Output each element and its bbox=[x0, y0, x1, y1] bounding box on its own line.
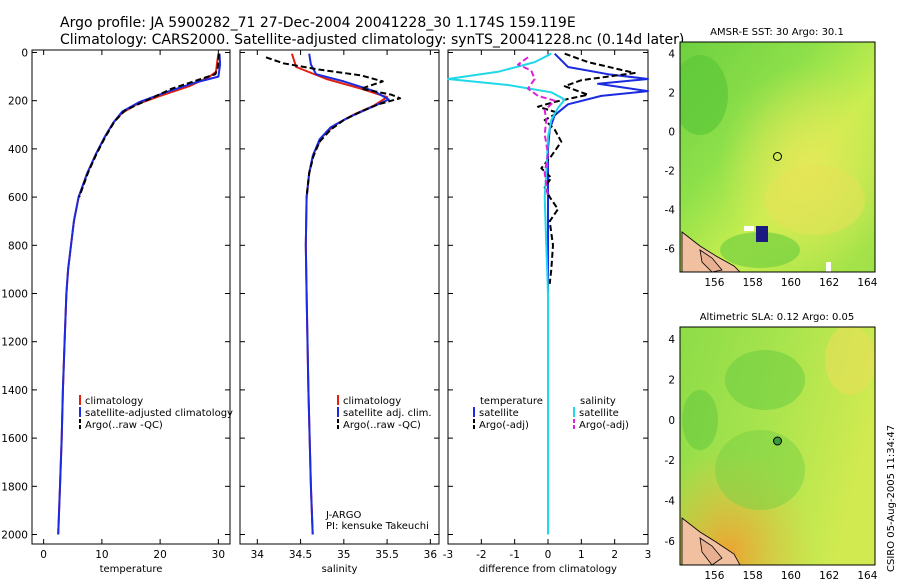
depth-tick-label: 1200 bbox=[1, 337, 28, 349]
sla-profile-marker bbox=[773, 436, 782, 446]
sst_map-ytick-label: -2 bbox=[665, 166, 675, 178]
difference-legend-salinity-title: salinity bbox=[580, 396, 616, 407]
salinity-annotation-line1: J-ARGO bbox=[325, 510, 362, 521]
sla_map-ytick-label: -6 bbox=[665, 536, 676, 548]
salinity-annotation-line2: PI: kensuke Takeuchi bbox=[326, 521, 429, 532]
sla_map-ytick-label: -2 bbox=[665, 455, 675, 467]
sla_map-ytick-label: -4 bbox=[665, 495, 676, 507]
difference-xtick-label: 3 bbox=[645, 549, 652, 561]
sla_map-xtick-label: 158 bbox=[743, 570, 763, 580]
salinity-legend-label-climatology: climatology bbox=[343, 396, 401, 407]
difference-legend-label-argo_sal: Argo(-adj) bbox=[579, 420, 629, 431]
depth-tick-label: 400 bbox=[8, 144, 28, 156]
difference-legend-label-sat_sal: satellite bbox=[579, 408, 619, 419]
sst_map-xtick-label: 162 bbox=[819, 277, 839, 289]
temperature-plot-frame bbox=[31, 49, 231, 545]
temperature-xtick-label: 10 bbox=[95, 549, 108, 561]
sst_map-xtick-label: 158 bbox=[743, 277, 763, 289]
sst_map-ytick-label: -6 bbox=[665, 244, 676, 256]
sst_map-xtick-label: 164 bbox=[857, 277, 877, 289]
difference-series-sat_temp bbox=[547, 52, 649, 535]
salinity-xtick-label: 34.5 bbox=[289, 549, 312, 561]
salinity-xlabel: salinity bbox=[322, 564, 358, 575]
sla_map-xtick-label: 156 bbox=[704, 570, 724, 580]
salinity-xtick-label: 35 bbox=[337, 549, 350, 561]
sst_map-xtick-label: 160 bbox=[781, 277, 801, 289]
temperature-series-argo bbox=[78, 53, 220, 198]
sst_map-ytick-label: 0 bbox=[668, 127, 675, 139]
sla-map-frame bbox=[679, 326, 876, 566]
sst-map-frame bbox=[679, 41, 876, 273]
depth-tick-label: 1600 bbox=[1, 433, 28, 445]
sst_map-ytick-label: 4 bbox=[668, 49, 675, 61]
sst_map-ytick-label: -4 bbox=[665, 205, 676, 217]
sst_map-ytick-label: 2 bbox=[668, 88, 675, 100]
temperature-legend-label-argo: Argo(..raw -QC) bbox=[85, 420, 163, 431]
depth-tick-label: 200 bbox=[8, 96, 28, 108]
difference-legend-temperature-title: temperature bbox=[480, 396, 543, 407]
temperature-legend-label-climatology: climatology bbox=[85, 396, 143, 407]
difference-xtick-label: 1 bbox=[578, 549, 585, 561]
difference-xlabel: difference from climatology bbox=[479, 564, 617, 575]
salinity-xtick-label: 35.5 bbox=[375, 549, 398, 561]
salinity-xtick-label: 34 bbox=[251, 549, 265, 561]
temperature-xlabel: temperature bbox=[100, 564, 163, 575]
sla_map-xtick-label: 164 bbox=[857, 570, 877, 580]
temperature-xtick-label: 0 bbox=[40, 549, 47, 561]
salinity-series-argo bbox=[265, 56, 402, 198]
difference-xtick-label: 2 bbox=[611, 549, 618, 561]
temperature-xtick-label: 20 bbox=[153, 549, 166, 561]
sst-map-title: AMSR-E SST: 30 Argo: 30.1 bbox=[710, 27, 844, 38]
temperature-legend-label-satellite: satellite-adjusted climatology bbox=[85, 408, 233, 419]
depth-tick-label: 1400 bbox=[1, 385, 28, 397]
difference-series-argo_temp bbox=[537, 52, 636, 285]
sst-profile-marker bbox=[773, 152, 782, 161]
depth-tick-label: 1000 bbox=[1, 289, 28, 301]
salinity-legend-label-argo: Argo(..raw -QC) bbox=[343, 420, 421, 431]
temperature-series-satellite bbox=[57, 53, 222, 535]
depth-tick-label: 600 bbox=[8, 192, 28, 204]
difference-series-sat_sal bbox=[447, 52, 566, 535]
sst-map bbox=[680, 42, 875, 272]
figure-title-line1: Argo profile: JA 5900282_71 27-Dec-2004 … bbox=[60, 15, 576, 31]
sla_map-xtick-label: 162 bbox=[819, 570, 839, 580]
sla_map-ytick-label: 4 bbox=[668, 334, 675, 346]
salinity-series-satellite bbox=[304, 53, 390, 535]
temperature-series-climatology bbox=[57, 53, 220, 535]
difference-xtick-label: -2 bbox=[476, 549, 486, 561]
depth-tick-label: 0 bbox=[21, 48, 28, 60]
temperature-xtick-label: 30 bbox=[212, 549, 225, 561]
salinity-plot-frame bbox=[239, 49, 440, 545]
depth-tick-label: 800 bbox=[8, 240, 28, 252]
sla_map-xtick-label: 160 bbox=[781, 570, 801, 580]
difference-xtick-label: -3 bbox=[443, 549, 453, 561]
difference-series-argo_sal bbox=[517, 56, 556, 198]
sla_map-ytick-label: 2 bbox=[668, 374, 675, 386]
sla-map bbox=[680, 327, 875, 565]
footer-stamp: CSIRO 05-Aug-2005 11:34:47 bbox=[886, 425, 897, 572]
difference-legend-label-sat_temp: satellite bbox=[479, 408, 519, 419]
difference-xtick-label: -1 bbox=[509, 549, 519, 561]
sst_map-xtick-label: 156 bbox=[704, 277, 724, 289]
salinity-legend-label-satellite: satellite adj. clim. bbox=[343, 408, 432, 419]
sla_map-ytick-label: 0 bbox=[668, 415, 675, 427]
difference-xtick-label: 0 bbox=[545, 549, 552, 561]
salinity-xtick-label: 36 bbox=[424, 549, 438, 561]
depth-tick-label: 2000 bbox=[1, 530, 28, 542]
depth-tick-label: 1800 bbox=[1, 481, 28, 493]
sla-map-title: Altimetric SLA: 0.12 Argo: 0.05 bbox=[700, 312, 855, 323]
figure-title-line2: Climatology: CARS2000. Satellite-adjuste… bbox=[60, 32, 684, 48]
difference-legend-label-argo_temp: Argo(-adj) bbox=[479, 420, 529, 431]
